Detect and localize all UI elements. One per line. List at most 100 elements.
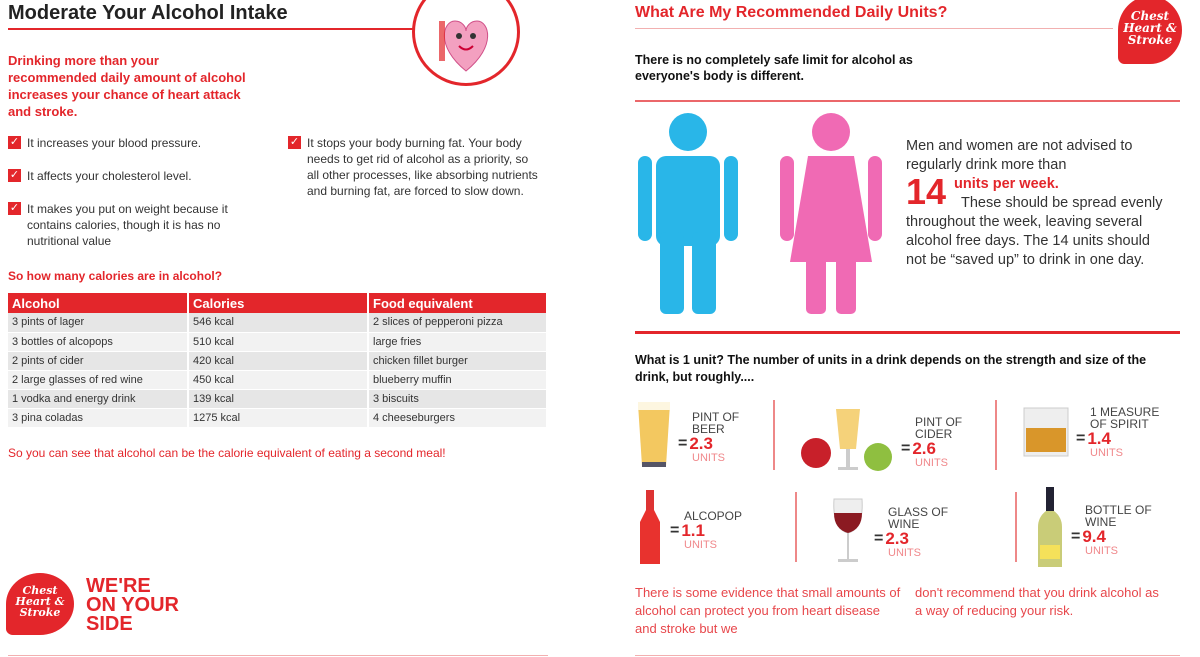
advice-units: units per week. (954, 176, 1059, 192)
divider (8, 655, 548, 656)
divider (995, 400, 997, 470)
divider (8, 28, 413, 30)
table-cell: large fries (368, 332, 548, 352)
table-cell: 2 pints of cider (8, 351, 189, 371)
table-cell: chicken fillet burger (368, 351, 548, 371)
table-row: 3 bottles of alcopops 510 kcal large fries (8, 332, 548, 352)
woman-icon (780, 113, 882, 314)
table-row: 2 large glasses of red wine 450 kcal blueb… (8, 370, 548, 390)
bullet-item: ✓ It affects your cholesterol level. (8, 168, 273, 184)
right-title: What Are My Recommended Daily Units? (635, 4, 948, 21)
safe-limit-text: There is no completely safe limit for al… (635, 53, 913, 83)
table-cell: 139 kcal (188, 389, 369, 409)
divider (1015, 492, 1017, 562)
column-header: Alcohol (8, 293, 189, 313)
man-icon (638, 113, 738, 314)
table-row: 3 pints of lager 546 kcal 2 slices of pepp… (8, 313, 548, 333)
drink-info: 1 MEASURE OF SPIRIT = 1.4 UNITS (1076, 406, 1170, 459)
drink-value: 2.3 (885, 529, 909, 548)
bullet-text: It makes you put on weight because it co… (27, 202, 228, 248)
drink-info: PINT OF CIDER = 2.6 UNITS (901, 416, 995, 469)
slogan-line: WE'RE (86, 575, 151, 597)
divider (773, 400, 775, 470)
alcopop-bottle-icon (636, 490, 664, 571)
advice-detail: These should be spread evenly throughout… (906, 195, 1163, 268)
drink-units: UNITS (1085, 545, 1118, 557)
bullet-text: It affects your cholesterol level. (27, 169, 192, 183)
bullet-item: ✓ It stops your body burning fat. Your bo… (288, 135, 543, 199)
equals-sign: = (1071, 528, 1081, 545)
equals-sign: = (1076, 430, 1086, 447)
drink-unit-item: GLASS OF WINE = 2.3 UNITS (828, 495, 968, 570)
drink-info: GLASS OF WINE = 2.3 UNITS (874, 506, 968, 559)
divider (635, 655, 1180, 656)
slogan: WE'RE ON YOUR SIDE (86, 575, 179, 635)
advice-number: 14 (906, 171, 947, 212)
drink-label: BOTTLE OF WINE (1085, 503, 1152, 529)
table-cell: 420 kcal (188, 351, 369, 371)
spirit-glass-icon (1022, 400, 1070, 465)
drink-label: ALCOPOP (684, 509, 743, 523)
divider (635, 331, 1180, 334)
chest-heart-stroke-logo: Chest Heart & Stroke (1118, 0, 1182, 64)
check-icon: ✓ (8, 202, 21, 215)
drink-unit-item: 1 MEASURE OF SPIRIT = 1.4 UNITS (1022, 400, 1170, 465)
table-cell: 3 pina coladas (8, 408, 189, 428)
intro-text: Drinking more than your recommended dail… (8, 53, 246, 119)
table-cell: 3 biscuits (368, 389, 548, 409)
drink-label: PINT OF BEER (692, 410, 740, 436)
bullet-item: ✓ It increases your blood pressure. (8, 135, 273, 151)
table-cell: 2 large glasses of red wine (8, 370, 189, 390)
drink-info: BOTTLE OF WINE = 9.4 UNITS (1071, 504, 1165, 557)
bullet-list-right: ✓ It stops your body burning fat. Your bo… (288, 135, 543, 199)
equals-sign: = (670, 522, 680, 539)
equals-sign: = (901, 440, 911, 457)
divider (635, 100, 1180, 102)
divider (795, 492, 797, 562)
cider-glass-icon (800, 405, 895, 480)
drink-units: UNITS (888, 547, 921, 559)
column-header: Food equivalent (368, 293, 548, 313)
bullet-list-left: ✓ It increases your blood pressure. ✓ It a… (8, 135, 273, 249)
drink-info: ALCOPOP = 1.1 UNITS (670, 510, 764, 551)
drink-value: 1.1 (681, 521, 705, 540)
table-heading: So how many calories are in alcohol? (8, 269, 223, 283)
table-row: 2 pints of cider 420 kcal chicken fillet b… (8, 351, 548, 371)
wine-glass-icon (828, 495, 868, 570)
table-row: 1 vodka and energy drink 139 kcal 3 biscui… (8, 389, 548, 409)
beer-glass-icon (636, 400, 672, 475)
bullet-text: It increases your blood pressure. (27, 136, 202, 150)
divider (635, 28, 1113, 29)
drink-value: 2.6 (912, 439, 936, 458)
slogan-line: SIDE (86, 613, 133, 635)
advice-line: Men and women are not advised to regular… (906, 138, 1133, 173)
chest-heart-stroke-logo: Chest Heart & Stroke (6, 573, 74, 635)
conclusion-text: So you can see that alcohol can be the c… (8, 446, 446, 460)
drink-value: 1.4 (1087, 429, 1111, 448)
drink-unit-item: ALCOPOP = 1.1 UNITS (636, 490, 764, 571)
table-cell: 510 kcal (188, 332, 369, 352)
table-cell: 1275 kcal (188, 408, 369, 428)
footer-text-2: don't recommend that you drink alcohol a… (915, 585, 1159, 618)
table-cell: 3 pints of lager (8, 313, 189, 333)
drink-unit-item: PINT OF CIDER = 2.6 UNITS (800, 405, 995, 480)
table-cell: blueberry muffin (368, 370, 548, 390)
drink-label: 1 MEASURE OF SPIRIT (1090, 405, 1160, 431)
drink-label: PINT OF CIDER (915, 415, 963, 441)
drink-unit-item: BOTTLE OF WINE = 9.4 UNITS (1035, 487, 1165, 574)
drink-value: 9.4 (1082, 527, 1106, 546)
drink-info: PINT OF BEER = 2.3 UNITS (678, 411, 772, 464)
table-cell: 2 slices of pepperoni pizza (368, 313, 548, 333)
drink-units: UNITS (692, 452, 725, 464)
drink-units: UNITS (1090, 447, 1123, 459)
check-icon: ✓ (8, 169, 21, 182)
wine-bottle-icon (1035, 487, 1065, 574)
check-icon: ✓ (288, 136, 301, 149)
drink-unit-item: PINT OF BEER = 2.3 UNITS (636, 400, 772, 475)
unit-intro: What is 1 unit? The number of units in a… (635, 353, 1147, 384)
check-icon: ✓ (8, 136, 21, 149)
drink-value: 2.3 (689, 434, 713, 453)
table-cell: 450 kcal (188, 370, 369, 390)
left-title: Moderate Your Alcohol Intake (8, 2, 288, 24)
bullet-text: It stops your body burning fat. Your bod… (307, 136, 538, 198)
